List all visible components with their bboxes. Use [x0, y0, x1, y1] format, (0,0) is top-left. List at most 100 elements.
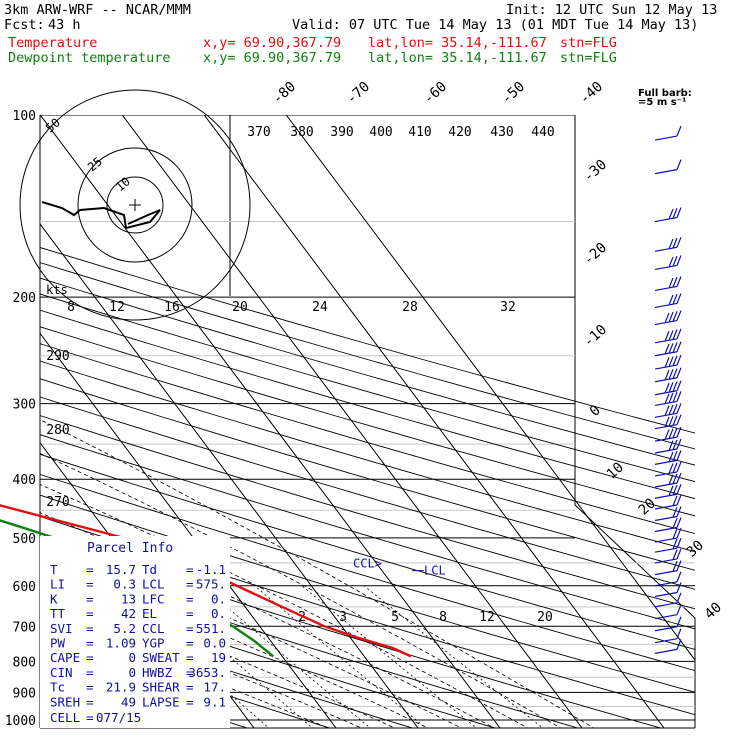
wind-barb-488: [654, 517, 682, 533]
wind-barb-575: [654, 560, 682, 576]
isotherm-label--10: -10: [581, 322, 611, 351]
isotherm-20: [40, 115, 501, 728]
parcel-key-SWEAT: SWEAT: [142, 650, 180, 665]
wind-barb-shape: [654, 527, 682, 543]
wind-barb-625: [654, 582, 682, 598]
wind-barb-shape: [654, 310, 682, 326]
parcel-key-CCL: CCL: [142, 621, 165, 636]
isotherm-0: [40, 332, 337, 728]
wind-barb-208: [654, 293, 682, 309]
model-title: 3km ARW-WRF -- NCAR/MMM: [4, 2, 191, 18]
parcel-eq: =: [186, 694, 194, 709]
parcel-eq: =: [86, 591, 94, 606]
wind-barb-468: [654, 506, 682, 522]
lcl-marker: LCL: [424, 564, 446, 578]
mixing-ratio-upper-20: 20: [232, 300, 248, 315]
theta-label-380: 380: [290, 125, 313, 140]
theta-label-440: 440: [531, 125, 554, 140]
parcel-eq: =: [186, 621, 194, 636]
wind-barb-125: [654, 159, 682, 175]
wind-barb-745: [654, 628, 682, 644]
dry-adiabat-450: [40, 277, 695, 466]
pressure-label-900: 900: [13, 686, 36, 701]
dry-adiabat-470: [40, 247, 695, 434]
wind-barb-650: [654, 592, 682, 608]
pressure-label-400: 400: [13, 473, 36, 488]
dry-adiabat-420: [40, 326, 695, 517]
hodograph-units: kts: [46, 283, 68, 297]
parcel-eq: =: [186, 577, 194, 592]
parcel-panel-bg: [40, 536, 230, 728]
dewpoint-station: stn=FLG: [560, 50, 617, 66]
wind-barb-712: [654, 616, 682, 632]
parcel-key-PW: PW: [50, 636, 66, 651]
parcel-key-Td: Td: [142, 562, 157, 577]
mixing-ratio-upper-32: 32: [500, 300, 516, 315]
pressure-label-1000: 1000: [5, 714, 36, 729]
isotherm-40: [203, 115, 665, 728]
mixing-ratio-12: [301, 585, 478, 728]
wind-barb-600: [654, 571, 682, 587]
wind-barb-shape: [654, 426, 682, 442]
wind-barb-shape: [654, 438, 682, 454]
parcel-value-CIN: 0: [128, 665, 136, 680]
wind-barbs: Full barb:=5 m s⁻¹: [638, 88, 692, 654]
parcel-eq: =: [86, 636, 94, 651]
theta-e-label-280: 280: [46, 423, 69, 438]
wind-barb-shape: [654, 582, 682, 598]
parcel-key-K: K: [50, 591, 58, 606]
parcel-key-SVI: SVI: [50, 621, 73, 636]
wind-barb-shape: [654, 560, 682, 576]
wind-barb-shape: [654, 506, 682, 522]
isotherm-10: [40, 223, 419, 728]
isotherm-label--80: -80: [270, 79, 300, 108]
temperature-station: stn=FLG: [560, 35, 617, 51]
wind-barb-shape: [654, 255, 682, 271]
hodograph-label-25: 25: [85, 154, 105, 174]
hodograph-ring-10: [106, 176, 164, 234]
wind-barb-shape: [654, 639, 682, 654]
parcel-cell-value: 077/15: [96, 710, 141, 725]
parcel-key-CAPE: CAPE: [50, 650, 80, 665]
parcel-value-SVI: 5.2: [113, 621, 136, 636]
parcel-key-LAPSE: LAPSE: [142, 694, 180, 709]
dry-adiabat-350: [40, 453, 695, 650]
parcel-eq: =: [86, 680, 94, 695]
wind-barb-shape: [654, 341, 682, 357]
parcel-value-Td: -1.1: [196, 562, 226, 577]
wind-barb-shape: [654, 604, 682, 620]
wind-barb-330: [654, 414, 682, 430]
parcel-key-EL: EL: [142, 606, 157, 621]
mixing-ratio-5: [201, 585, 371, 728]
parcel-value-CCL: 551.: [196, 621, 226, 636]
mixing-ratio-lower-8: 8: [439, 610, 447, 625]
dewpoint-xy: x,y= 69.90,367.79: [203, 50, 342, 66]
dry-adiabat-440: [40, 293, 695, 483]
wind-barb-508: [654, 527, 682, 543]
parcel-title: Parcel Info: [87, 541, 173, 556]
parcel-value-Tc: 21.9: [106, 680, 136, 695]
forecast-hour: 43 h: [48, 17, 81, 33]
wind-barb-395: [654, 461, 682, 477]
wind-barb-776: [654, 639, 682, 654]
wind-barb-263: [654, 354, 682, 370]
dry-adiabat-290: [40, 583, 497, 728]
dry-adiabat-330: [40, 494, 695, 693]
wind-barb-430: [654, 484, 682, 499]
wind-barb-shape: [654, 571, 682, 587]
isotherm-50: [285, 115, 695, 661]
wind-barb-290: [654, 380, 682, 396]
dry-adiabat-280: [40, 607, 414, 728]
wind-barb-316: [654, 403, 682, 418]
parcel-value-TT: 42: [121, 606, 136, 621]
parcel-eq: =: [186, 680, 194, 695]
temperature-xy: x,y= 69.90,367.79: [203, 35, 342, 51]
wind-barb-shape: [654, 517, 682, 533]
dry-adiabat-370: [40, 415, 695, 610]
parcel-key-Tc: Tc: [50, 680, 65, 695]
theta-label-390: 390: [330, 125, 353, 140]
wind-barb-shape: [654, 207, 682, 223]
temperature-profile: [0, 504, 412, 658]
dry-adiabat-340: [40, 473, 695, 672]
mixing-ratio-lower-20: 20: [537, 610, 553, 625]
